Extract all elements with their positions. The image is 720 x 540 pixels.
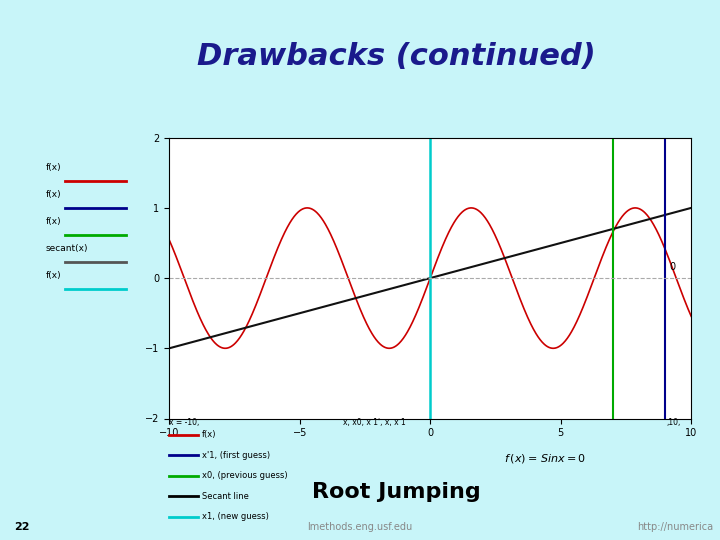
Text: lmethods.eng.usf.edu: lmethods.eng.usf.edu [307, 522, 413, 532]
Text: f(x): f(x) [45, 271, 61, 280]
Text: f(x): f(x) [202, 430, 216, 439]
Text: Root Jumping: Root Jumping [312, 482, 480, 503]
Text: f(x): f(x) [45, 217, 61, 226]
Text: x = -10,: x = -10, [169, 418, 199, 427]
Text: x, x0, x 1', x, x 1: x, x0, x 1', x, x 1 [343, 418, 406, 427]
Text: x0, (previous guess): x0, (previous guess) [202, 471, 287, 480]
Text: 22: 22 [14, 522, 30, 532]
Text: x'1, (first guess): x'1, (first guess) [202, 451, 270, 460]
Text: Secant line: Secant line [202, 492, 248, 501]
Text: x1, (new guess): x1, (new guess) [202, 512, 269, 521]
Text: 0: 0 [670, 262, 676, 272]
Text: http://numerica: http://numerica [636, 522, 713, 532]
Text: f(x): f(x) [45, 190, 61, 199]
Text: $f\,(x){=}\,Sinx=0$: $f\,(x){=}\,Sinx=0$ [504, 452, 586, 465]
Text: Drawbacks (continued): Drawbacks (continued) [197, 42, 595, 71]
Text: ,10,: ,10, [666, 418, 680, 427]
Text: f(x): f(x) [45, 163, 61, 172]
Text: secant(x): secant(x) [45, 244, 88, 253]
